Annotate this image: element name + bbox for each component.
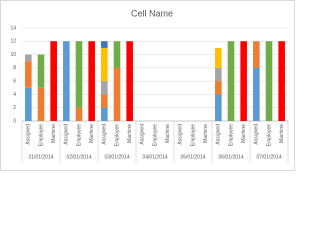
x-tick-label: Machine (165, 124, 171, 143)
bar-segment (126, 41, 133, 121)
y-tick-label: 14 (10, 25, 16, 31)
chart: Cell Name 0 2 4 6 8 10 12 14 Assigned Employee Mac… (0, 0, 295, 171)
y-tick-label: 12 (10, 39, 16, 45)
x-tick-label: Employee (38, 124, 44, 146)
y-tick-label: 8 (13, 65, 16, 71)
group-label: 05/01/2014 (180, 154, 205, 160)
bar-segment (25, 61, 32, 88)
x-tick-label: Machine (89, 124, 95, 143)
x-tick-label: Employee (114, 124, 120, 146)
x-tick-label: Machine (203, 124, 209, 143)
bar-segment (227, 41, 235, 121)
bar-segment (253, 41, 260, 68)
x-tick-label: Assigned (64, 124, 70, 145)
x-tick-label: Employee (190, 124, 196, 146)
x-tick-label: Machine (51, 124, 57, 143)
bar-segment (63, 41, 70, 121)
bar-segment (240, 41, 247, 121)
bar-segment (265, 41, 273, 121)
bar-segment (113, 67, 121, 121)
bar-segment (215, 94, 222, 121)
bar-segment (88, 41, 95, 121)
chart-frame (0, 0, 295, 171)
bar-segment (101, 94, 108, 108)
group-label: 02/01/2014 (66, 154, 91, 160)
x-tick-label: Machine (241, 124, 247, 143)
bar-segment (101, 41, 108, 48)
x-tick-label: Assigned (216, 124, 222, 145)
group-label: 01/01/2014 (28, 154, 53, 160)
group-label: 04/01/2014 (142, 154, 167, 160)
group-label: 06/01/2014 (218, 154, 243, 160)
bar-segment (50, 41, 57, 121)
bar-segment (215, 81, 222, 95)
bar-segment (101, 107, 108, 121)
x-tick-label: Employee (76, 124, 82, 146)
y-tick-label: 2 (13, 105, 16, 111)
group-label: 03/01/2014 (104, 154, 129, 160)
x-tick-label: Assigned (178, 124, 184, 145)
bar-segment (37, 87, 45, 121)
x-tick-label: Employee (152, 124, 158, 146)
bar-segment (215, 47, 222, 68)
bar-segment (75, 41, 83, 108)
bar-segment (278, 41, 285, 121)
group-label: 07/01/2014 (256, 154, 281, 160)
x-tick-label: Assigned (140, 124, 146, 145)
x-tick-label: Employee (228, 124, 234, 146)
y-tick-label: 10 (10, 52, 16, 58)
bar-segment (75, 107, 83, 121)
bar-segment (25, 87, 32, 121)
y-tick-label: 4 (13, 92, 16, 98)
x-tick-label: Machine (127, 124, 133, 143)
y-tick-label: 0 (13, 118, 16, 124)
bar-segment (101, 81, 108, 95)
chart-title: Cell Name (131, 8, 173, 18)
bar-segment (25, 54, 32, 62)
bar-segment (113, 41, 121, 68)
x-tick-label: Assigned (254, 124, 260, 145)
x-tick-label: Assigned (102, 124, 108, 145)
bar-segment (101, 47, 108, 82)
x-tick-label: Assigned (26, 124, 32, 145)
y-tick-label: 6 (13, 78, 16, 84)
bar-segment (37, 54, 45, 88)
x-tick-label: Machine (279, 124, 285, 143)
bar-segment (215, 67, 222, 82)
x-tick-label: Employee (266, 124, 272, 146)
bar-segment (253, 67, 260, 121)
